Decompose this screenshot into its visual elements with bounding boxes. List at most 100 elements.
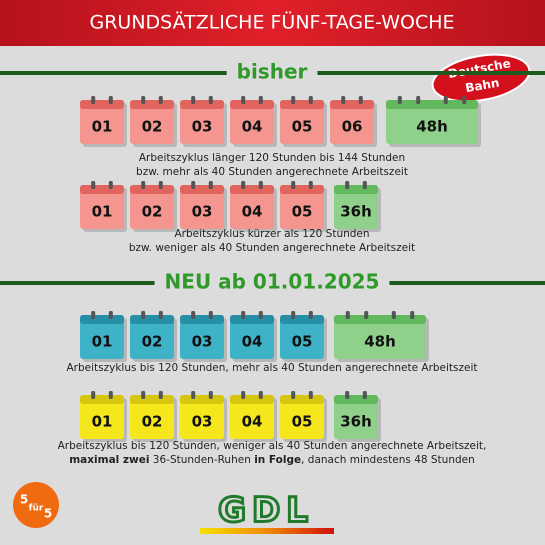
calendar-ring — [308, 181, 313, 189]
day-calendar-top — [80, 315, 124, 324]
calendar-ring — [108, 391, 113, 399]
day-calendar-top — [130, 315, 174, 324]
caption-segment: in Folge — [254, 454, 301, 466]
badge: Deutsche Bahn — [431, 53, 531, 103]
day-calendar — [230, 100, 274, 144]
day-calendar-label: 03 — [192, 118, 213, 136]
calendar-ring — [462, 96, 467, 104]
caption: Arbeitszyklus kürzer als 120 Stunden — [174, 228, 369, 240]
day-calendar-top — [280, 100, 324, 109]
header-title: GRUNDSÄTZLICHE FÜNF-TAGE-WOCHE — [89, 11, 454, 34]
calendar-ring — [258, 311, 263, 319]
rest-calendar-label: 48h — [364, 333, 396, 351]
day-calendar — [280, 395, 324, 439]
day-calendar-label: 01 — [92, 333, 113, 351]
day-calendar-top — [180, 100, 224, 109]
caption-segment: Arbeitszyklus länger 120 Stunden bis 144… — [139, 152, 405, 164]
calendar-ring — [258, 181, 263, 189]
calendar-ring — [91, 96, 96, 104]
calendar-ring — [208, 311, 213, 319]
calendar-ring — [362, 391, 367, 399]
caption-segment: 36-Stunden-Ruhen — [149, 454, 254, 466]
day-calendar — [330, 100, 374, 144]
day-calendar — [130, 395, 174, 439]
day-calendar-top — [130, 185, 174, 194]
day-calendar-top — [80, 395, 124, 404]
day-calendar-top — [280, 315, 324, 324]
day-calendar — [230, 315, 274, 359]
caption-segment: bzw. weniger als 40 Stunden angerechnete… — [129, 242, 415, 254]
day-calendar-top — [230, 185, 274, 194]
calendar-ring — [91, 311, 96, 319]
calendar-ring — [108, 96, 113, 104]
calendar-ring — [158, 96, 163, 104]
day-calendar-top — [80, 100, 124, 109]
day-calendar-label: 02 — [142, 333, 163, 351]
day-calendar-top — [280, 185, 324, 194]
calendar-ring — [362, 181, 367, 189]
day-calendar — [130, 185, 174, 229]
calendar-ring — [291, 181, 296, 189]
badge-shape — [431, 53, 531, 103]
calendar-ring — [391, 311, 396, 319]
five-middle: für — [29, 504, 44, 514]
five-for-five-logo — [13, 482, 59, 528]
gdl-bar — [200, 528, 334, 534]
rest-calendar-top — [334, 185, 378, 194]
day-calendar-label: 04 — [242, 413, 263, 431]
day-calendar-label: 01 — [92, 203, 113, 221]
section-line — [0, 281, 155, 285]
day-calendar-label: 03 — [192, 333, 213, 351]
calendar-ring — [443, 96, 448, 104]
rest-calendar — [334, 315, 426, 359]
day-calendar-top — [130, 395, 174, 404]
day-calendar-label: 03 — [192, 413, 213, 431]
calendar-ring — [208, 96, 213, 104]
calendar-ring — [308, 96, 313, 104]
calendar-ring — [241, 311, 246, 319]
calendar-ring — [345, 181, 350, 189]
caption-segment: maximal zwei — [69, 454, 149, 466]
section-line — [0, 71, 227, 75]
rest-calendar-top — [334, 395, 378, 404]
section-line — [317, 71, 545, 75]
day-calendar-top — [230, 395, 274, 404]
day-calendar — [280, 185, 324, 229]
day-calendar-label: 05 — [292, 333, 313, 351]
section-title: NEU ab 01.01.2025 — [165, 270, 380, 294]
calendar-ring — [241, 391, 246, 399]
rest-calendar-label: 36h — [340, 203, 372, 221]
day-calendar-top — [180, 315, 224, 324]
day-calendar-top — [180, 395, 224, 404]
calendar-ring — [91, 181, 96, 189]
calendar-ring — [364, 311, 369, 319]
calendar-ring — [291, 311, 296, 319]
day-calendar — [230, 185, 274, 229]
calendar-ring — [291, 96, 296, 104]
rest-calendar — [334, 185, 378, 229]
calendar-ring — [191, 311, 196, 319]
day-calendar-top — [230, 100, 274, 109]
day-calendar — [180, 100, 224, 144]
caption: Arbeitszyklus bis 120 Stunden, weniger a… — [58, 440, 487, 452]
calendar-ring — [258, 391, 263, 399]
day-calendar-label: 02 — [142, 413, 163, 431]
caption: Arbeitszyklus bis 120 Stunden, mehr als … — [66, 362, 477, 374]
calendar-ring — [258, 96, 263, 104]
section-line — [389, 281, 545, 285]
day-calendar — [280, 315, 324, 359]
day-calendar — [130, 100, 174, 144]
day-calendar-label: 02 — [142, 118, 163, 136]
day-calendar-top — [130, 100, 174, 109]
day-calendar-label: 01 — [92, 118, 113, 136]
day-calendar — [130, 315, 174, 359]
badge-line: Bahn — [464, 76, 500, 96]
caption-segment: Arbeitszyklus bis 120 Stunden, mehr als … — [66, 362, 477, 374]
calendar-ring — [191, 391, 196, 399]
rest-calendar-label: 48h — [416, 118, 448, 136]
five-left: 5 — [20, 493, 28, 507]
day-calendar-top — [180, 185, 224, 194]
calendar-ring — [208, 391, 213, 399]
calendar-ring — [191, 96, 196, 104]
